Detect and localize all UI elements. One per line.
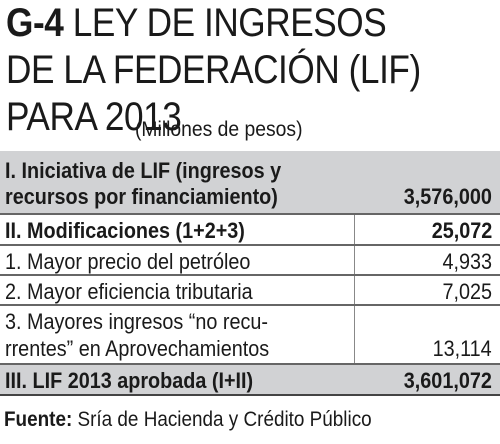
title-code: G-4 (6, 1, 64, 45)
source-text: Sría de Hacienda y Crédito Público (77, 408, 372, 431)
row-value: 4,933 (442, 249, 492, 274)
source-label: Fuente: (4, 408, 73, 431)
row-value: 3,601,072 (403, 368, 492, 393)
units-subtitle: (Millones de pesos) (135, 118, 303, 141)
row-label: 1. Mayor precio del petróleo (5, 249, 251, 274)
table-row: 1. Mayor precio del petróleo 4,933 (0, 246, 500, 276)
column-divider (354, 215, 355, 244)
table-row: 3. Mayores ingresos “no recu- rrentes” e… (0, 306, 500, 365)
table-row: II. Modificaciones (1+2+3) 25,072 (0, 215, 500, 246)
revenue-table: I. Iniciativa de LIF (ingresos y recurso… (0, 151, 500, 396)
row-label-line2: rrentes” en Aprovechamientos (5, 336, 270, 361)
row-value: 13,114 (432, 336, 492, 361)
row-value: 3,576,000 (403, 184, 492, 209)
row-value: 25,072 (431, 218, 492, 243)
table-row: 2. Mayor eficiencia tributaria 7,025 (0, 276, 500, 306)
column-divider (354, 276, 355, 304)
row-label: III. LIF 2013 aprobada (I+II) (5, 368, 254, 393)
title-text: LEY DE INGRESOS DE LA FEDERACIÓN (LIF) P… (6, 1, 421, 139)
column-divider (354, 246, 355, 274)
row-label-line2: recursos por financiamiento) (5, 184, 278, 209)
column-divider (354, 306, 355, 363)
page-title: G-4 LEY DE INGRESOS DE LA FEDERACIÓN (LI… (6, 0, 437, 141)
row-label: 2. Mayor eficiencia tributaria (5, 279, 253, 304)
table-row: I. Iniciativa de LIF (ingresos y recurso… (0, 151, 500, 215)
row-label-line1: 3. Mayores ingresos “no recu- (5, 309, 269, 334)
row-label: II. Modificaciones (1+2+3) (5, 218, 245, 243)
row-value: 7,025 (442, 279, 492, 304)
row-label-line1: I. Iniciativa de LIF (ingresos y (5, 158, 282, 183)
source-note: Fuente: Sría de Hacienda y Crédito Públi… (4, 408, 372, 432)
table-row-total: III. LIF 2013 aprobada (I+II) 3,601,072 (0, 365, 500, 396)
